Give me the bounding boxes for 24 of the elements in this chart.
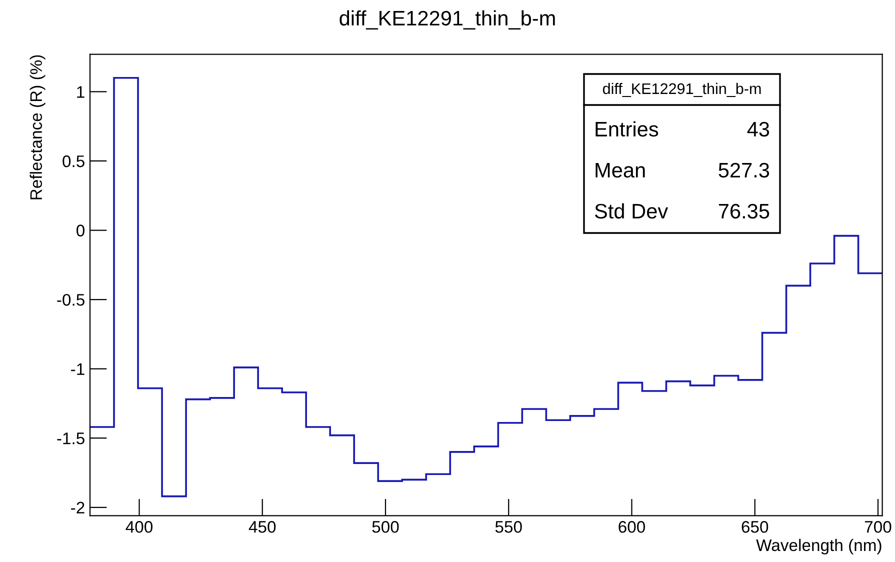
- x-tick-label: 600: [618, 521, 645, 533]
- annotation: Mean: [596, 163, 645, 178]
- annotation: Entries: [596, 121, 658, 137]
- x-axis-title: Wavelength (nm): [756, 538, 882, 554]
- x-tick-label: 400: [126, 521, 153, 533]
- x-tick-label: 500: [372, 521, 399, 533]
- y-tick-label: -1: [71, 363, 84, 375]
- annotation: Std Dev: [594, 203, 668, 219]
- annotation: 76.35: [718, 204, 770, 219]
- x-tick-label: 450: [248, 521, 276, 533]
- chart-title: diff_KE12291_thin_b-m: [340, 10, 555, 30]
- y-tick-label: 0.5: [62, 155, 84, 168]
- annotation: diff_KE12291_thin_b-m: [602, 82, 761, 97]
- x-tick-label: 650: [742, 521, 768, 533]
- y-axis-title: Reflectance (R) (%): [30, 55, 46, 200]
- x-tick-label: 700: [864, 521, 892, 533]
- y-tick-label: 0: [76, 224, 84, 236]
- x-tick-label: 550: [495, 521, 522, 533]
- annotation: 527.3: [718, 162, 770, 178]
- y-tick-label: -2: [71, 502, 84, 514]
- y-tick-label: 1: [77, 86, 84, 98]
- y-tick-label: -0.5: [57, 294, 84, 306]
- annotation: 43: [747, 122, 770, 137]
- y-tick-label: -1.5: [57, 432, 84, 444]
